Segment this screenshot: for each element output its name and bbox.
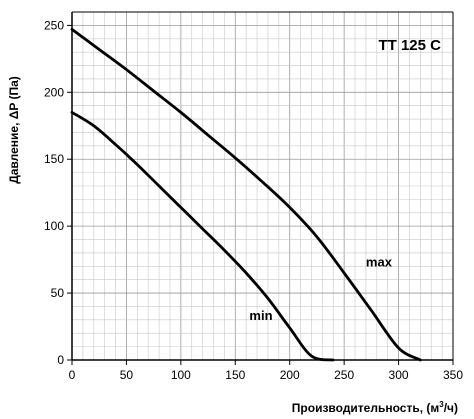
x-tick-label: 100: [171, 368, 191, 382]
x-tick-label: 300: [389, 368, 409, 382]
annotations: max min: [249, 254, 392, 323]
y-tick-label: 0: [57, 353, 64, 367]
series-label-max: max: [366, 254, 393, 269]
x-tick-label: 150: [225, 368, 245, 382]
x-axis-title-main: Производительность, (м: [292, 401, 440, 415]
x-tick-label: 200: [280, 368, 300, 382]
series-line-max: [70, 28, 422, 362]
y-tick-label: 50: [51, 286, 65, 300]
x-axis-title: Производительность, (м3/ч): [292, 400, 458, 415]
y-tick-label: 200: [44, 85, 64, 99]
x-tick-label: 350: [443, 368, 463, 382]
grid: [72, 12, 453, 360]
chart-title: TT 125 C: [378, 37, 441, 54]
x-tick-label: 250: [334, 368, 354, 382]
x-tick-label: 0: [69, 368, 76, 382]
y-axis-title: Давление, ΔP (Па): [7, 76, 21, 184]
tick-labels: 0 50 100 150 200 250 300 350 0 50 100 150 200 250: [44, 18, 463, 382]
series-lines: [70, 28, 422, 362]
series-line-min: [70, 110, 335, 362]
series-label-min: min: [249, 308, 272, 323]
y-tick-label: 100: [44, 219, 64, 233]
x-axis-title-end: /ч): [444, 401, 458, 415]
axes: [67, 11, 454, 365]
x-axis-title-superscript: 3: [439, 400, 444, 409]
y-tick-label: 150: [44, 152, 64, 166]
y-tick-label: 250: [44, 18, 64, 32]
x-tick-label: 50: [120, 368, 134, 382]
